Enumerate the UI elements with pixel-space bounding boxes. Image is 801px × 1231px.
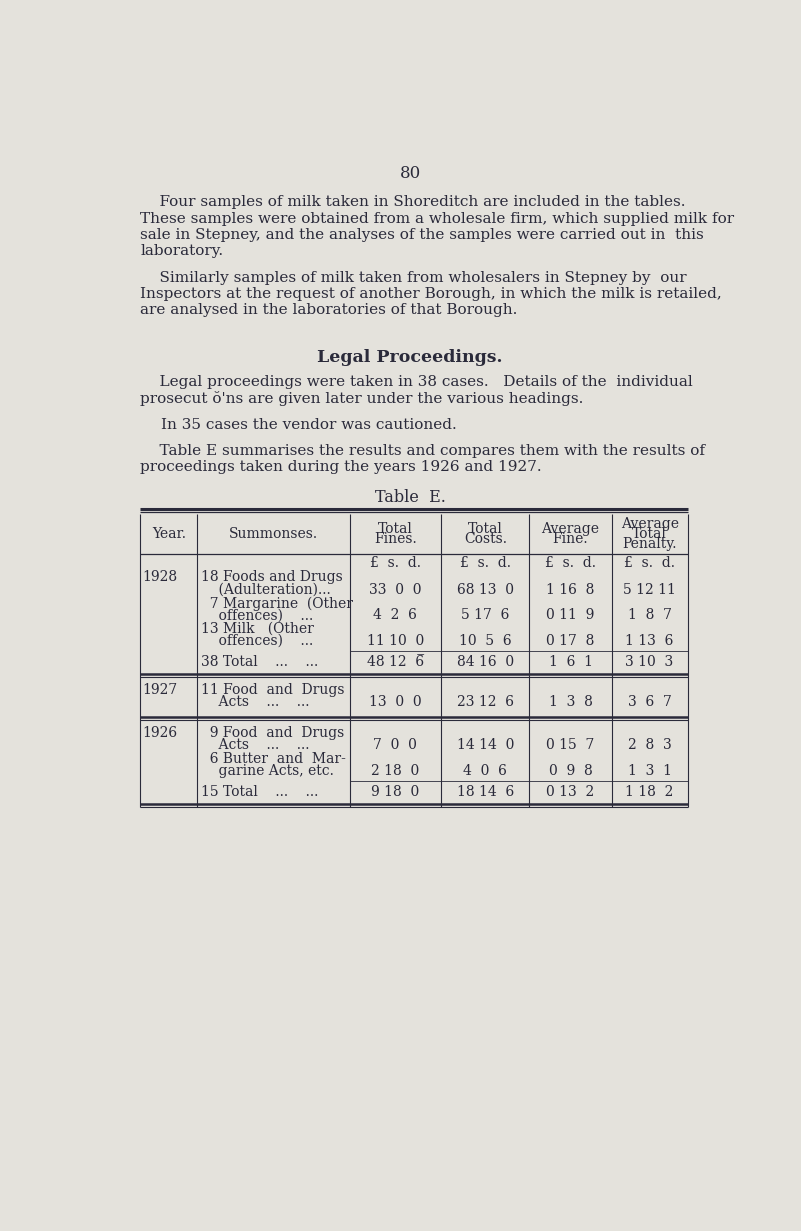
Text: Legal Proceedings.: Legal Proceedings. [317, 348, 503, 366]
Text: 80: 80 [400, 165, 421, 182]
Text: Year.: Year. [151, 527, 186, 542]
Text: 33  0  0: 33 0 0 [369, 582, 421, 597]
Text: 18 14  6: 18 14 6 [457, 785, 514, 799]
Text: 10  5  6: 10 5 6 [459, 634, 512, 648]
Text: Acts    ...    ...: Acts ... ... [201, 696, 309, 709]
Text: Costs.: Costs. [464, 532, 507, 547]
Text: In 35 cases the vendor was cautioned.: In 35 cases the vendor was cautioned. [160, 419, 457, 432]
Text: Total: Total [378, 522, 413, 535]
Text: 1 16  8: 1 16 8 [546, 582, 594, 597]
Text: £  s.  d.: £ s. d. [545, 556, 596, 570]
Text: 3  6  7: 3 6 7 [628, 696, 671, 709]
Text: £  s.  d.: £ s. d. [624, 556, 675, 570]
Text: 3 10  3: 3 10 3 [626, 655, 674, 670]
Text: 9 Food  and  Drugs: 9 Food and Drugs [201, 726, 344, 740]
Text: Acts    ...    ...: Acts ... ... [201, 739, 309, 752]
Text: Inspectors at the request of another Borough, in which the milk is retailed,: Inspectors at the request of another Bor… [140, 287, 723, 302]
Text: 1  3  8: 1 3 8 [549, 696, 593, 709]
Text: 6 Butter  and  Mar-: 6 Butter and Mar- [201, 752, 346, 766]
Text: 38 Total    ...    ...: 38 Total ... ... [201, 655, 318, 670]
Text: Fine.: Fine. [553, 532, 589, 547]
Text: Average: Average [621, 517, 678, 531]
Text: 0  9  8: 0 9 8 [549, 763, 593, 778]
Text: 7 Margarine  (Other: 7 Margarine (Other [201, 597, 353, 611]
Text: 1  3  1: 1 3 1 [628, 763, 671, 778]
Text: 11 10  0: 11 10 0 [367, 634, 424, 648]
Text: offences)    ...: offences) ... [201, 634, 313, 648]
Text: 68 13  0: 68 13 0 [457, 582, 513, 597]
Text: Total: Total [468, 522, 503, 535]
Text: 13  0  0: 13 0 0 [369, 696, 421, 709]
Text: 1926: 1926 [143, 726, 178, 740]
Text: 1 18  2: 1 18 2 [626, 785, 674, 799]
Text: 4  2  6: 4 2 6 [373, 608, 417, 622]
Text: 5 12 11: 5 12 11 [623, 582, 676, 597]
Text: garine Acts, etc.: garine Acts, etc. [201, 763, 334, 778]
Text: 5 17  6: 5 17 6 [461, 608, 509, 622]
Text: 7  0  0: 7 0 0 [373, 739, 417, 752]
Text: Average: Average [541, 522, 600, 535]
Text: 2  8  3: 2 8 3 [628, 739, 671, 752]
Text: 0 15  7: 0 15 7 [546, 739, 594, 752]
Text: 14 14  0: 14 14 0 [457, 739, 514, 752]
Text: Similarly samples of milk taken from wholesalers in Stepney by  our: Similarly samples of milk taken from who… [140, 271, 687, 284]
Text: 48 12  6̅: 48 12 6̅ [367, 655, 424, 670]
Text: sale in Stepney, and the analyses of the samples were carried out in  this: sale in Stepney, and the analyses of the… [140, 228, 704, 241]
Text: prosecut ŏ'ns are given later under the various headings.: prosecut ŏ'ns are given later under the … [140, 391, 584, 406]
Text: £  s.  d.: £ s. d. [370, 556, 421, 570]
Text: 1928: 1928 [143, 570, 178, 585]
Text: 1  6  1: 1 6 1 [549, 655, 593, 670]
Text: Legal proceedings were taken in 38 cases.   Details of the  individual: Legal proceedings were taken in 38 cases… [140, 375, 693, 389]
Text: 13 Milk   (Other: 13 Milk (Other [201, 622, 314, 636]
Text: are analysed in the laboratories of that Borough.: are analysed in the laboratories of that… [140, 303, 517, 318]
Text: Table E summarises the results and compares them with the results of: Table E summarises the results and compa… [140, 444, 706, 458]
Text: 9 18  0: 9 18 0 [372, 785, 420, 799]
Text: 11 Food  and  Drugs: 11 Food and Drugs [201, 683, 344, 697]
Text: 15 Total    ...    ...: 15 Total ... ... [201, 785, 318, 799]
Text: £  s.  d.: £ s. d. [460, 556, 511, 570]
Text: 0 13  2: 0 13 2 [546, 785, 594, 799]
Text: Total: Total [632, 527, 667, 540]
Text: 1927: 1927 [143, 683, 178, 697]
Text: 1 13  6: 1 13 6 [626, 634, 674, 648]
Text: These samples were obtained from a wholesale firm, which supplied milk for: These samples were obtained from a whole… [140, 212, 735, 225]
Text: 0 11  9: 0 11 9 [546, 608, 594, 622]
Text: 23 12  6: 23 12 6 [457, 696, 513, 709]
Text: Penalty.: Penalty. [622, 537, 677, 550]
Text: 18 Foods and Drugs: 18 Foods and Drugs [201, 570, 343, 585]
Text: Summonses.: Summonses. [229, 527, 318, 542]
Text: (Adulteration)...: (Adulteration)... [201, 582, 331, 597]
Text: 4  0  6: 4 0 6 [463, 763, 507, 778]
Text: 84 16  0: 84 16 0 [457, 655, 514, 670]
Text: 1  8  7: 1 8 7 [628, 608, 671, 622]
Text: 2 18  0: 2 18 0 [372, 763, 420, 778]
Text: Fines.: Fines. [374, 532, 417, 547]
Text: Table  E.: Table E. [375, 489, 445, 506]
Text: proceedings taken during the years 1926 and 1927.: proceedings taken during the years 1926 … [140, 460, 542, 474]
Text: 0 17  8: 0 17 8 [546, 634, 594, 648]
Text: offences)    ...: offences) ... [201, 608, 313, 622]
Text: laboratory.: laboratory. [140, 244, 223, 259]
Text: Four samples of milk taken in Shoreditch are included in the tables.: Four samples of milk taken in Shoreditch… [140, 196, 686, 209]
